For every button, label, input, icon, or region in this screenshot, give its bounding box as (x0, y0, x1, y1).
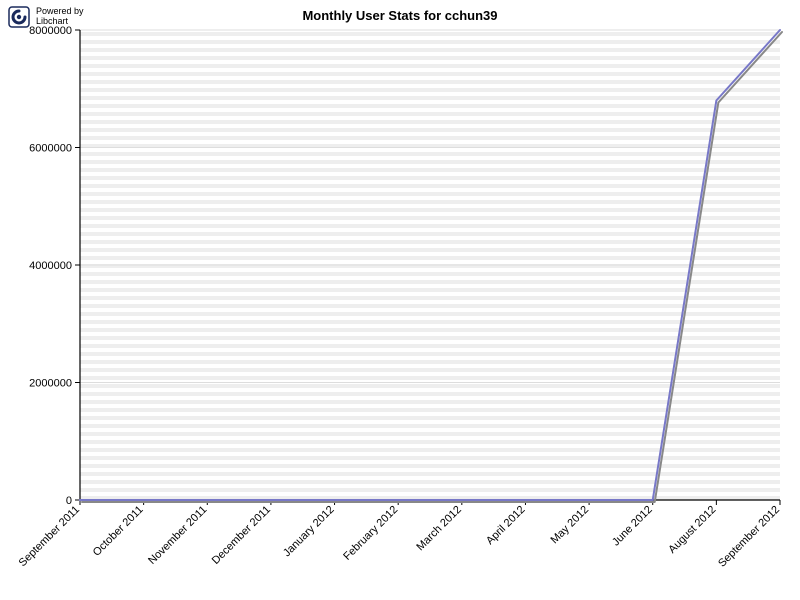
x-tick-label: March 2012 (414, 504, 464, 554)
x-tick-label: December 2011 (210, 504, 273, 567)
x-tick-label: January 2012 (281, 504, 337, 560)
y-tick-label: 6000000 (29, 143, 72, 155)
x-tick-label: October 2011 (91, 504, 146, 559)
y-tick-label: 8000000 (29, 25, 72, 37)
x-tick-label: May 2012 (549, 504, 592, 547)
chart-container: Powered by Libchart Monthly User Stats f… (0, 0, 800, 600)
x-tick-label: April 2012 (484, 504, 528, 548)
x-tick-label: November 2011 (146, 504, 209, 567)
y-tick-label: 4000000 (29, 260, 72, 272)
x-tick-label: June 2012 (610, 504, 655, 549)
x-tick-label: September 2012 (716, 504, 782, 570)
x-tick-label: September 2011 (17, 504, 82, 569)
x-tick-label: February 2012 (341, 504, 400, 563)
x-tick-label: August 2012 (666, 504, 718, 556)
chart-svg: 02000000400000060000008000000September 2… (0, 0, 800, 600)
y-tick-label: 2000000 (29, 378, 72, 390)
